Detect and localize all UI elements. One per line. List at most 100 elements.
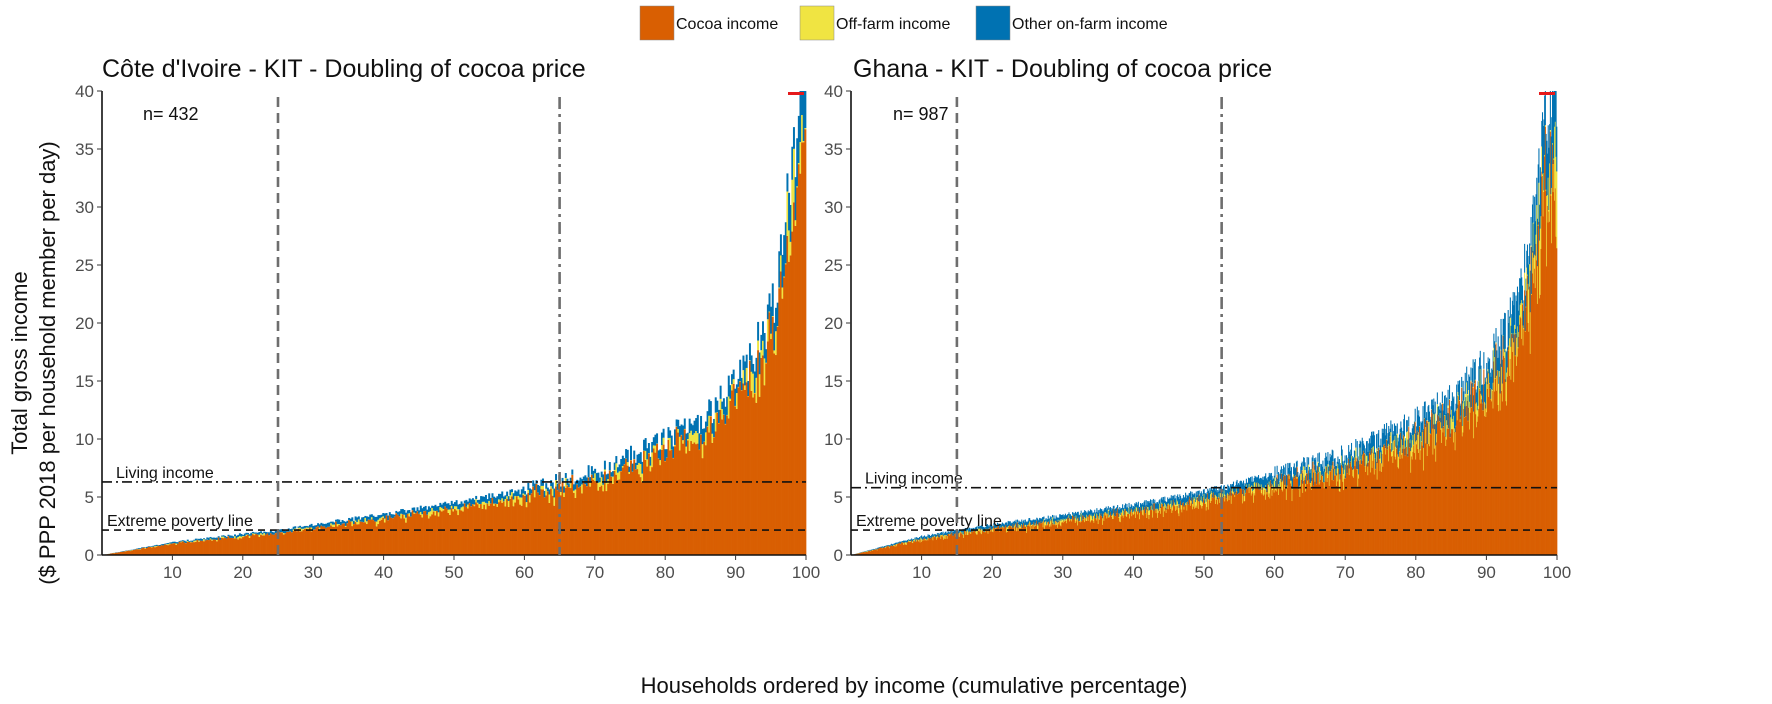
other-on-farm-bar <box>1130 504 1132 509</box>
other-on-farm-bar <box>599 477 602 483</box>
cocoa-bar <box>983 531 985 555</box>
off-farm-bar <box>1433 414 1435 425</box>
other-on-farm-bar <box>206 537 209 540</box>
other-on-farm-bar <box>1364 454 1366 467</box>
cocoa-bar <box>379 520 382 555</box>
other-on-farm-bar <box>1295 461 1297 477</box>
other-on-farm-bar <box>1285 463 1287 476</box>
off-farm-bar <box>1014 524 1016 527</box>
other-on-farm-bar <box>1430 416 1432 435</box>
off-farm-bar <box>905 542 907 545</box>
off-farm-bar <box>1206 497 1208 507</box>
other-on-farm-bar <box>292 526 295 530</box>
other-on-farm-bar <box>457 504 460 510</box>
cocoa-bar <box>998 526 1000 555</box>
other-on-farm-bar <box>481 496 484 502</box>
cocoa-bar <box>859 553 861 555</box>
other-on-farm-bar <box>385 513 388 516</box>
cocoa-bar <box>1400 432 1402 555</box>
other-on-farm-bar <box>1132 506 1134 512</box>
other-on-farm-bar <box>1276 465 1278 475</box>
other-on-farm-bar <box>1250 481 1252 486</box>
cocoa-bar <box>1515 333 1517 555</box>
off-farm-bar <box>222 536 225 539</box>
other-on-farm-bar <box>411 507 414 511</box>
off-farm-bar <box>1322 475 1324 483</box>
off-farm-bar <box>1526 267 1528 291</box>
off-farm-bar <box>504 499 507 507</box>
other-on-farm-bar <box>1207 488 1209 494</box>
cocoa-bar <box>1112 519 1114 555</box>
off-farm-bar <box>1467 420 1469 422</box>
cocoa-bar <box>1496 370 1498 555</box>
cocoa-bar <box>457 515 460 555</box>
other-on-farm-bar <box>1090 509 1092 515</box>
other-on-farm-bar <box>1076 513 1078 520</box>
cocoa-bar <box>1313 485 1315 555</box>
other-on-farm-bar <box>1278 481 1280 487</box>
y-axis-title: Total gross income ($ PPP 2018 per house… <box>7 141 60 585</box>
other-on-farm-bar <box>1274 466 1276 478</box>
cocoa-bar <box>201 540 204 555</box>
off-farm-bar <box>370 517 373 520</box>
off-farm-bar <box>1402 445 1404 449</box>
other-on-farm-bar <box>488 493 491 501</box>
other-on-farm-bar <box>467 501 470 505</box>
other-on-farm-bar <box>1291 478 1293 488</box>
cocoa-bar <box>1280 487 1282 555</box>
off-farm-bar <box>949 533 951 535</box>
cocoa-bar <box>1248 493 1250 555</box>
cocoa-bar <box>517 499 520 555</box>
cocoa-bar <box>1087 520 1089 555</box>
off-farm-bar <box>1496 370 1498 371</box>
cocoa-bar <box>758 396 761 555</box>
cocoa-bar <box>1301 470 1303 555</box>
cocoa-bar <box>1461 387 1463 555</box>
other-on-farm-bar <box>1443 403 1445 427</box>
cocoa-bar <box>1242 503 1244 555</box>
other-on-farm-bar <box>511 489 514 493</box>
other-on-farm-bar <box>1133 507 1135 511</box>
other-on-farm-bar <box>1333 468 1335 481</box>
cocoa-bar <box>1330 469 1333 555</box>
cocoa-bar <box>1318 484 1320 555</box>
off-farm-bar <box>1536 266 1539 304</box>
other-on-farm-bar <box>331 521 334 525</box>
other-on-farm-bar <box>1119 508 1122 515</box>
cocoa-bar <box>165 544 168 555</box>
x-tick-label: 20 <box>233 563 252 582</box>
other-on-farm-bar <box>1500 318 1502 350</box>
other-on-farm-bar <box>1016 519 1019 523</box>
cocoa-bar <box>1425 443 1427 555</box>
other-on-farm-bar <box>938 534 941 538</box>
cocoa-bar <box>331 526 334 555</box>
cocoa-bar <box>1315 484 1318 555</box>
other-on-farm-bar <box>1441 404 1443 429</box>
other-on-farm-bar <box>359 519 362 522</box>
cocoa-bar <box>150 547 153 555</box>
other-on-farm-bar <box>1080 510 1082 514</box>
cocoa-bar <box>555 486 558 555</box>
other-on-farm-bar <box>1236 479 1238 491</box>
other-on-farm-bar <box>999 525 1001 529</box>
off-farm-bar <box>1019 524 1021 529</box>
cocoa-bar <box>1264 489 1266 555</box>
cocoa-bar <box>1026 525 1029 555</box>
other-on-farm-bar <box>888 545 890 547</box>
off-farm-bar <box>1218 493 1220 498</box>
cocoa-bar <box>1486 388 1488 555</box>
other-on-farm-bar <box>256 532 259 535</box>
cocoa-bar <box>1080 521 1082 555</box>
cocoa-bar <box>1336 473 1338 555</box>
other-on-farm-bar <box>1324 457 1326 472</box>
cocoa-bar <box>450 508 453 555</box>
other-on-farm-bar <box>687 432 690 440</box>
other-on-farm-bar <box>1258 479 1260 490</box>
cocoa-bar <box>1379 471 1381 555</box>
other-on-farm-bar <box>1370 435 1372 455</box>
cocoa-bar <box>300 531 303 555</box>
off-farm-bar <box>351 521 354 527</box>
other-on-farm-bar <box>1497 336 1499 371</box>
off-farm-bar <box>1512 333 1514 335</box>
cocoa-bar <box>892 545 894 555</box>
